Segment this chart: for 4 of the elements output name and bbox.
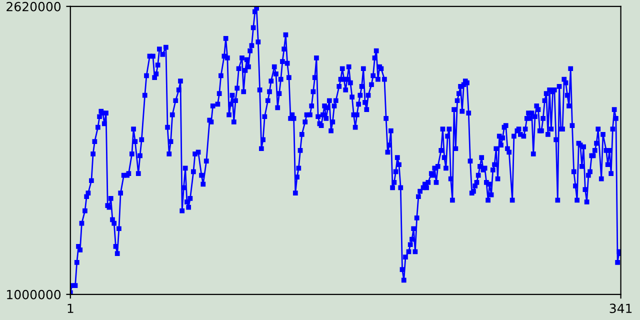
x-tick-label: 341 (610, 304, 632, 314)
x-tick-label: 1 (68, 304, 74, 313)
y-tick-label: 2620000 (6, 2, 61, 12)
y-tick-label: 1000000 (7, 290, 61, 300)
